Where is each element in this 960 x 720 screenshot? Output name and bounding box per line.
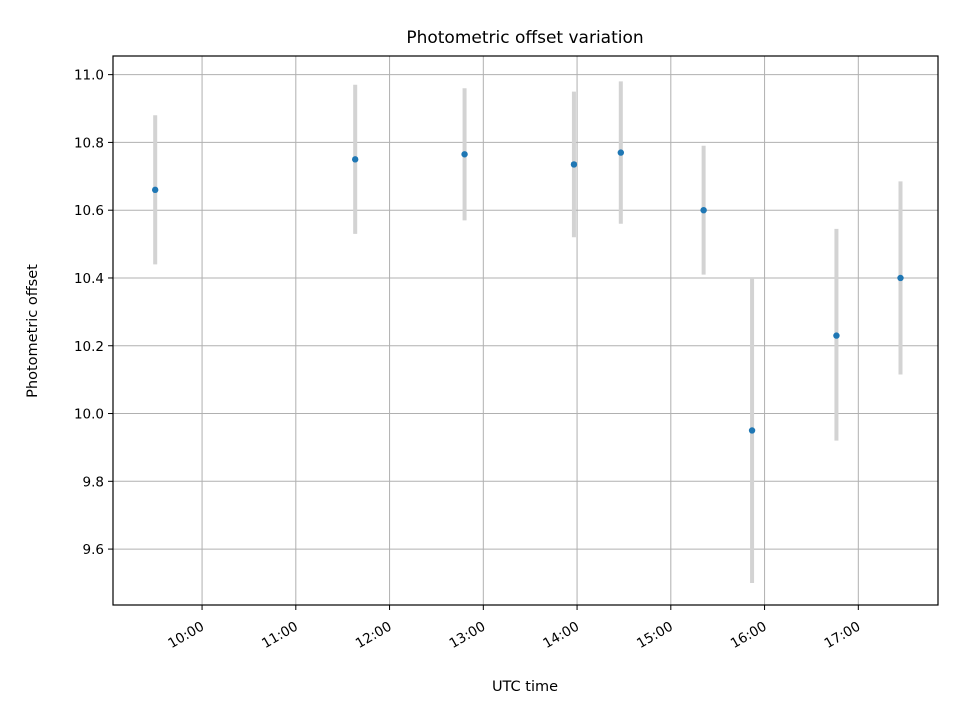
data-point — [748, 427, 756, 434]
data-point — [461, 151, 468, 158]
y-tick-label: 10.0 — [74, 407, 104, 423]
data-point — [351, 156, 359, 163]
data-point — [700, 206, 707, 214]
x-axis-label: UTC time — [492, 679, 558, 695]
chart-title: Photometric offset variation — [406, 28, 643, 48]
y-tick-label: 9.6 — [83, 542, 104, 558]
y-tick-label: 10.4 — [74, 271, 104, 287]
point-layer — [151, 149, 904, 434]
y-tick-label: 11.0 — [74, 68, 104, 84]
data-point — [570, 161, 578, 168]
data-point — [151, 186, 159, 194]
grid-layer — [113, 56, 938, 605]
data-point — [897, 274, 904, 282]
y-axis-label: Photometric offset — [25, 264, 41, 398]
y-tick-label: 9.8 — [83, 474, 104, 490]
y-tick-label: 10.8 — [74, 135, 104, 151]
plot-frame — [112, 55, 939, 606]
y-tick-label: 10.6 — [74, 203, 104, 219]
data-point — [617, 149, 625, 156]
y-tick-label: 10.2 — [74, 339, 104, 355]
y-axis-ticks: 9.6 9.8 10.0 10.2 10.4 10.6 10.8 11.0 — [74, 68, 113, 558]
data-point — [833, 332, 840, 339]
